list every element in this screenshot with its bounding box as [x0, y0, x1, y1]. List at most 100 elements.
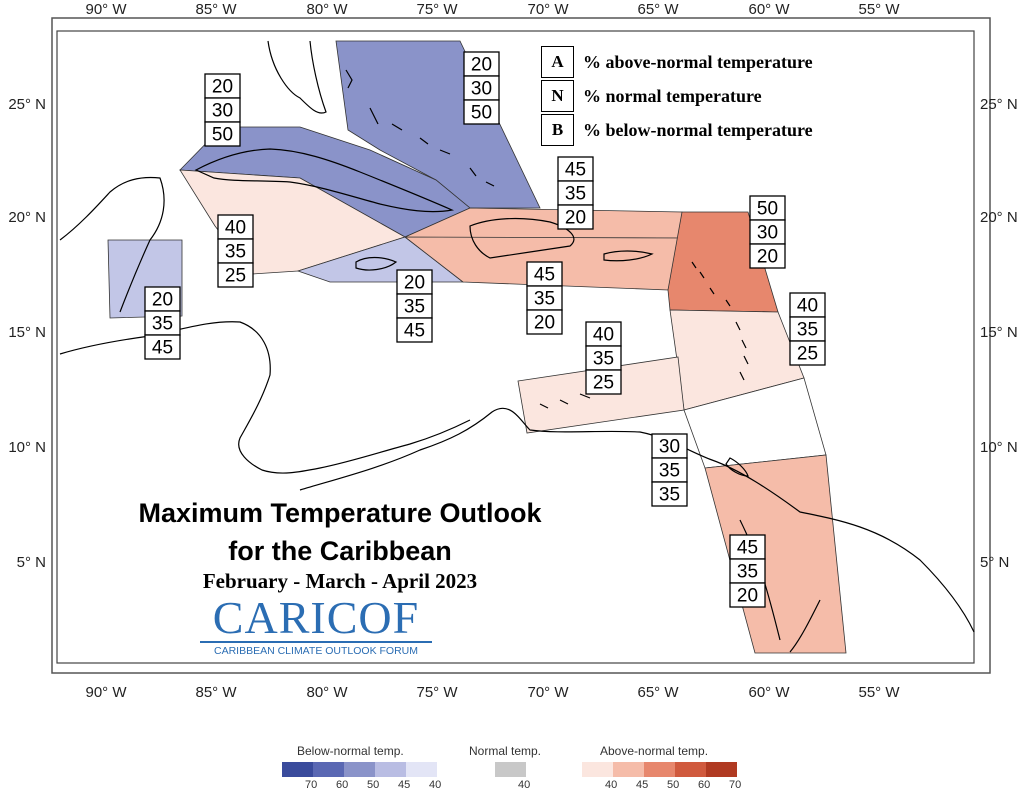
key-letter: N: [541, 80, 574, 112]
lat-tick: 5° N: [980, 554, 1009, 571]
colorbar-above-value: 50: [667, 779, 680, 791]
coastline-south-america: [299, 407, 975, 633]
latitude-ticks-left: 25° N 20° N 15° N 10° N 5° N: [8, 96, 46, 571]
probability-box: 20 35 45: [144, 286, 181, 360]
lon-tick: 90° W: [85, 1, 127, 18]
normal-value: 35: [659, 461, 680, 482]
colorbar-normal-title: Normal temp.: [469, 744, 542, 758]
probability-cell: [204, 121, 241, 147]
above-normal-value: 45: [737, 538, 758, 559]
probability-box: 40 35 25: [789, 292, 826, 366]
logo-rule: [200, 641, 432, 643]
normal-value: 35: [565, 184, 586, 205]
probability-cell: [729, 582, 766, 608]
coastline-abc: [539, 393, 591, 409]
lat-tick: 15° N: [8, 324, 46, 341]
coastline-yucatan: [59, 176, 165, 313]
probability-cell: [526, 261, 563, 287]
lon-tick: 85° W: [195, 1, 237, 18]
lat-tick: 10° N: [8, 439, 46, 456]
below-normal-value: 25: [225, 266, 246, 287]
coastline-hispaniola: [469, 217, 575, 259]
lat-tick: 10° N: [980, 439, 1018, 456]
colorbar-below-value: 40: [429, 779, 442, 791]
below-normal-value: 20: [737, 586, 758, 607]
probability-box: 45 35 20: [729, 534, 766, 608]
probability-cell: [396, 317, 433, 343]
above-normal-value: 40: [797, 296, 818, 317]
lat-tick: 20° N: [980, 209, 1018, 226]
key-row-normal: N % normal temperature: [541, 80, 841, 114]
key-letter: B: [541, 114, 574, 146]
lon-tick: 55° W: [858, 1, 900, 18]
lat-tick: 20° N: [8, 209, 46, 226]
colorbar-below-value: 60: [336, 779, 349, 791]
lon-tick: 65° W: [637, 1, 679, 18]
probability-cell: [789, 316, 826, 342]
normal-value: 35: [593, 349, 614, 370]
probability-box: 30 35 35: [651, 433, 688, 507]
probability-box: 40 35 25: [217, 214, 254, 288]
below-normal-value: 35: [659, 485, 680, 506]
colorbar-below-value: 50: [367, 779, 380, 791]
lon-tick: 70° W: [527, 1, 569, 18]
map-title: Maximum Temperature Outlook: [138, 498, 542, 528]
probability-box: 45 35 20: [526, 261, 563, 335]
below-normal-value: 20: [534, 313, 555, 334]
probability-cell: [217, 262, 254, 288]
probability-cell: [585, 345, 622, 371]
colorbar-above-swatch: [613, 762, 644, 777]
below-normal-value: 45: [404, 321, 425, 342]
key-row-above: A % above-normal temperature: [541, 46, 841, 80]
longitude-ticks-bottom: 90° W 85° W 80° W 75° W 70° W 65° W 60° …: [85, 684, 900, 701]
coastline-bahamas: [345, 69, 495, 187]
lon-tick: 65° W: [637, 684, 679, 701]
lon-tick: 70° W: [527, 684, 569, 701]
colorbar-below-swatch: [344, 762, 375, 777]
lat-tick: 25° N: [8, 96, 46, 113]
below-normal-value: 50: [471, 103, 492, 124]
above-normal-value: 30: [659, 437, 680, 458]
probability-cell: [749, 243, 786, 269]
probability-cell: [729, 558, 766, 584]
lon-tick: 75° W: [416, 684, 458, 701]
colorbar-below-value: 70: [305, 779, 318, 791]
below-normal-value: 50: [212, 125, 233, 146]
lon-tick: 75° W: [416, 1, 458, 18]
probability-cell: [749, 219, 786, 245]
lat-tick: 15° N: [980, 324, 1018, 341]
colorbar-above-value: 60: [698, 779, 711, 791]
probability-cell: [585, 321, 622, 347]
probability-box: 40 35 25: [585, 321, 622, 395]
probability-cell: [651, 433, 688, 459]
key-row-below: B % below-normal temperature: [541, 114, 841, 148]
logo-wordmark: CARICOF: [212, 592, 420, 643]
coastline-cuba: [194, 148, 455, 213]
probability-cell: [651, 457, 688, 483]
coastline-florida: [267, 40, 327, 114]
normal-value: 35: [737, 562, 758, 583]
above-normal-value: 50: [757, 199, 778, 220]
above-normal-value: 45: [534, 265, 555, 286]
probability-cell: [204, 97, 241, 123]
lon-tick: 90° W: [85, 684, 127, 701]
below-normal-value: 25: [593, 373, 614, 394]
lat-tick: 5° N: [17, 554, 46, 571]
map-title-line2: for the Caribbean: [228, 536, 452, 566]
lon-tick: 85° W: [195, 684, 237, 701]
probability-cell: [651, 481, 688, 507]
colorbar-above-value: 70: [729, 779, 742, 791]
lon-tick: 60° W: [748, 1, 790, 18]
colorbar-normal-swatch: [495, 762, 526, 777]
above-normal-value: 20: [404, 273, 425, 294]
colorbar-below-swatch: [406, 762, 437, 777]
probability-cell: [396, 269, 433, 295]
above-normal-value: 20: [471, 55, 492, 76]
key-text: % below-normal temperature: [583, 120, 813, 140]
above-normal-value: 20: [152, 290, 173, 311]
above-normal-value: 20: [212, 77, 233, 98]
coastline-jamaica: [355, 256, 398, 271]
probability-box: 20 30 50: [204, 73, 241, 147]
key-text: % normal temperature: [583, 86, 762, 106]
